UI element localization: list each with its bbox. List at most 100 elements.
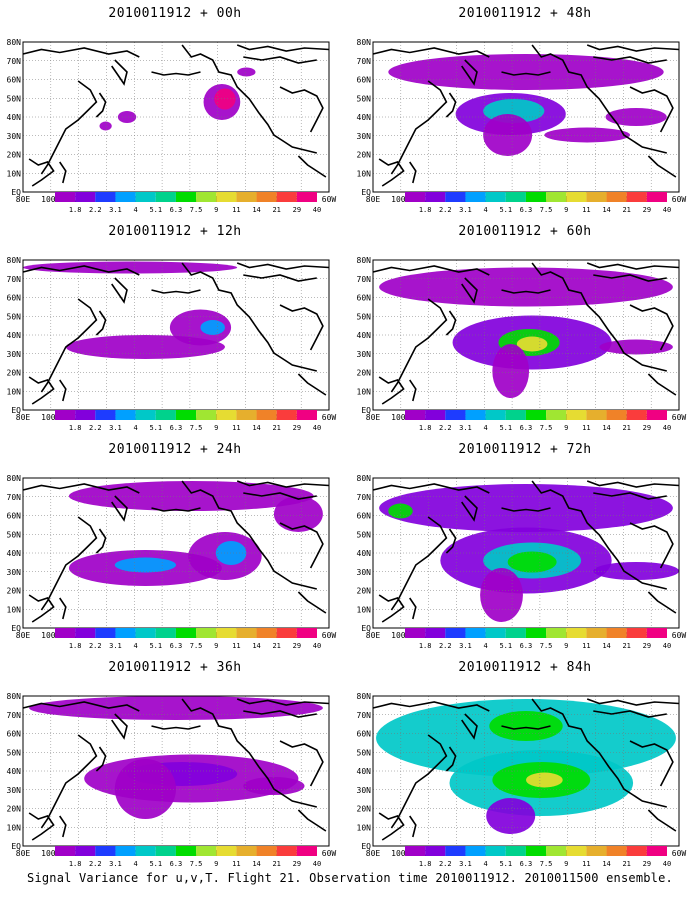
- coastline: [390, 516, 448, 611]
- colorbar-tick-label: 21: [272, 206, 280, 214]
- latitude-tick-label: 40N: [7, 767, 22, 776]
- coastline: [409, 597, 417, 620]
- colorbar-swatch: [175, 410, 197, 420]
- latitude-tick-label: 60N: [7, 294, 22, 303]
- colorbar-tick-label: 4: [134, 642, 138, 650]
- colorbar-tick-label: 3.1: [459, 860, 472, 868]
- latitude-tick-label: 80N: [7, 38, 22, 47]
- colorbar: 1.8 2.2 3.1 4 5.1 6.3 7.5 9 11 14 21 29 40: [405, 410, 671, 432]
- colorbar: 1.8 2.2 3.1 4 5.1 6.3 7.5 9 11 14 21 29 40: [405, 628, 671, 650]
- longitude-tick-label: 80E: [366, 631, 381, 640]
- colorbar-tick-label: 1.8: [419, 642, 432, 650]
- colorbar: 1.8 2.2 3.1 4 5.1 6.3 7.5 9 11 14 21 29 40: [405, 846, 671, 868]
- colorbar-tick-label: 4: [134, 206, 138, 214]
- colorbar-tick-label: 7.5: [540, 206, 553, 214]
- colorbar-tick-label: 14: [252, 424, 260, 432]
- colorbar-tick-label: 21: [622, 642, 630, 650]
- colorbar-tick-label: 1.8: [419, 206, 432, 214]
- coastline: [243, 492, 317, 500]
- colorbar-tick-label: 29: [293, 860, 301, 868]
- coastline: [647, 591, 677, 614]
- latitude-tick-label: 10N: [7, 823, 22, 832]
- latitude-tick-label: 70N: [357, 275, 372, 284]
- latitude-tick-label: 70N: [357, 711, 372, 720]
- variance-contour: [237, 67, 256, 77]
- colorbar-swatch: [566, 410, 587, 420]
- coastline: [372, 47, 490, 58]
- colorbar-tick-label: 5.1: [149, 424, 162, 432]
- colorbar-swatch: [546, 192, 567, 202]
- longitude-tick-label: 100E: [41, 849, 60, 858]
- latitude-tick-label: 70N: [357, 57, 372, 66]
- coastline: [95, 92, 107, 118]
- coastline: [111, 713, 128, 740]
- longitude-tick-label: 100E: [391, 413, 410, 422]
- latitude-tick-label: EQ: [361, 406, 371, 415]
- colorbar: 1.8 2.2 3.1 4 5.1 6.3 7.5 9 11 14 21 29 40: [55, 192, 321, 214]
- variance-contour: [388, 503, 413, 519]
- colorbar-tick-label: 14: [252, 860, 260, 868]
- colorbar-swatch: [485, 628, 506, 638]
- colorbar-tick-label: 9: [214, 860, 218, 868]
- colorbar-swatch: [485, 846, 506, 856]
- map-panel-00h: 2010011912 + 00h 80N 70N 60N 50N 40N 30N 20N 10…: [5, 0, 345, 222]
- colorbar-tick-label: 40: [663, 424, 671, 432]
- latitude-tick-label: 80N: [357, 692, 372, 701]
- coastline: [40, 516, 98, 611]
- longitude-tick-label: 60W: [322, 413, 337, 422]
- colorbar-tick-label: 4: [484, 206, 488, 214]
- colorbar-tick-label: 14: [602, 424, 610, 432]
- coastline-group: [22, 262, 330, 405]
- colorbar-tick-label: 6.3: [170, 860, 183, 868]
- colorbar-tick-label: 11: [582, 642, 590, 650]
- colorbar-swatch: [525, 846, 547, 856]
- colorbar-tick-label: 40: [663, 642, 671, 650]
- latitude-tick-label: 50N: [357, 312, 372, 321]
- colorbar-swatch: [276, 410, 297, 420]
- colorbar-swatch: [505, 846, 526, 856]
- panel-title: 2010011912 + 24h: [108, 442, 242, 457]
- colorbar-tick-label: 4: [134, 860, 138, 868]
- latitude-tick-label: 10N: [357, 387, 372, 396]
- coastline: [531, 262, 667, 372]
- colorbar-swatch: [175, 846, 197, 856]
- colorbar-swatch: [155, 410, 176, 420]
- colorbar-tick-label: 6.3: [520, 642, 533, 650]
- latitude-tick-label: EQ: [11, 406, 21, 415]
- colorbar-tick-label: 9: [564, 642, 568, 650]
- colorbar-swatch: [586, 628, 607, 638]
- colorbar-tick-label: 4: [484, 860, 488, 868]
- variance-field: [379, 484, 679, 622]
- colorbar-tick-label: 2.2: [439, 206, 452, 214]
- colorbar-tick-label: 29: [293, 642, 301, 650]
- coastline: [243, 274, 317, 282]
- colorbar-tick-label: 11: [582, 424, 590, 432]
- longitude-tick-label: 80E: [366, 849, 381, 858]
- coastline: [445, 92, 457, 118]
- colorbar-swatch: [546, 846, 567, 856]
- colorbar-tick-label: 5.1: [499, 424, 512, 432]
- colorbar-tick-label: 11: [582, 206, 590, 214]
- colorbar-swatch: [256, 410, 277, 420]
- coastline: [279, 86, 324, 133]
- colorbar-tick-label: 2.2: [439, 424, 452, 432]
- latitude-tick-label: 60N: [357, 76, 372, 85]
- colorbar-swatch: [405, 410, 426, 420]
- coastline: [28, 158, 55, 187]
- variance-contour: [200, 320, 225, 335]
- coastline: [531, 480, 667, 590]
- colorbar-swatch: [525, 628, 547, 638]
- colorbar-swatch: [55, 628, 76, 638]
- coastline: [181, 262, 317, 372]
- coastline-group: [22, 480, 330, 623]
- colorbar-swatch: [75, 628, 96, 638]
- colorbar-swatch: [175, 192, 197, 202]
- longitude-tick-label: 60W: [322, 849, 337, 858]
- coastline: [445, 528, 457, 554]
- colorbar-tick-label: 29: [293, 424, 301, 432]
- longitude-tick-label: 100E: [391, 195, 410, 204]
- colorbar-tick-label: 6.3: [520, 424, 533, 432]
- colorbar-swatch: [646, 846, 667, 856]
- variance-field: [379, 267, 673, 398]
- colorbar-swatch: [626, 410, 647, 420]
